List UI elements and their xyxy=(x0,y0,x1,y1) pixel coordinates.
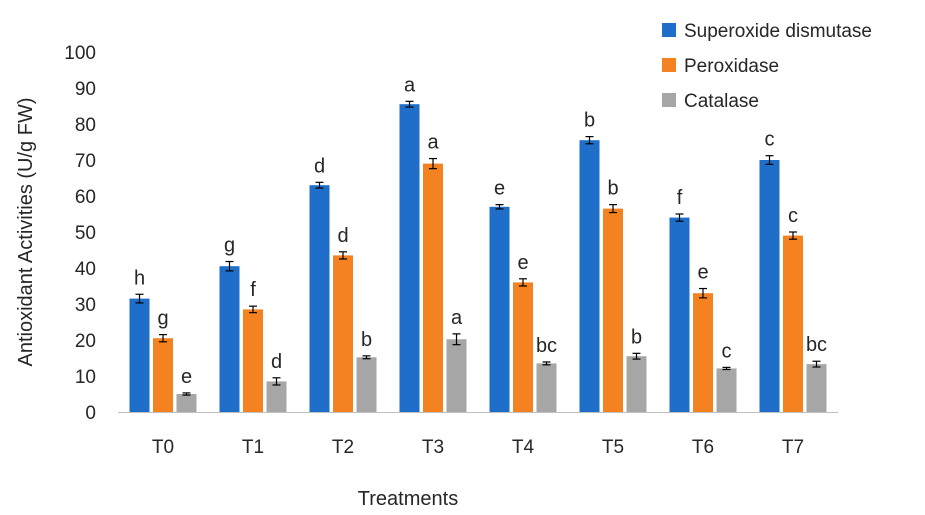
bar xyxy=(716,368,737,412)
y-tick-label: 0 xyxy=(85,403,96,424)
bar xyxy=(513,282,533,412)
x-tick-label: T3 xyxy=(422,437,444,458)
significance-letter: a xyxy=(451,307,463,329)
y-tick-label: 100 xyxy=(64,43,96,64)
bar xyxy=(579,140,600,412)
bar xyxy=(783,235,803,412)
y-axis-ticks: 0 10 20 30 40 50 60 70 80 90 100 xyxy=(64,43,96,424)
y-tick-label: 20 xyxy=(75,331,96,352)
significance-letter: b xyxy=(584,110,595,132)
significance-letter: e xyxy=(181,366,192,388)
legend-swatch xyxy=(662,93,676,107)
significance-letter: c xyxy=(722,340,732,362)
bar xyxy=(333,255,353,412)
legend-label: Peroxidase xyxy=(684,56,779,77)
significance-letter: e xyxy=(517,252,528,274)
bar xyxy=(489,206,510,412)
bar xyxy=(423,163,443,412)
significance-letter: d xyxy=(337,225,348,247)
y-tick-label: 50 xyxy=(75,223,96,244)
bar xyxy=(266,381,287,412)
x-axis-title: Treatments xyxy=(358,488,458,510)
x-tick-label: T1 xyxy=(242,437,264,458)
x-tick-label: T7 xyxy=(782,437,804,458)
legend-label: Catalase xyxy=(684,91,759,112)
bar xyxy=(693,293,713,412)
significance-letter: g xyxy=(224,235,235,257)
bar xyxy=(129,298,150,412)
y-tick-label: 80 xyxy=(75,115,96,136)
y-tick-label: 60 xyxy=(75,187,96,208)
y-tick-label: 90 xyxy=(75,79,96,100)
significance-letter: e xyxy=(494,178,505,200)
bar xyxy=(176,394,197,412)
significance-letter: c xyxy=(788,205,798,227)
significance-letter: a xyxy=(404,74,416,96)
legend-label: Superoxide dismutase xyxy=(684,21,872,42)
significance-letter: f xyxy=(250,279,256,301)
significance-letter: b xyxy=(631,326,642,348)
x-tick-label: T6 xyxy=(692,437,714,458)
x-tick-label: T0 xyxy=(152,437,174,458)
significance-letter: f xyxy=(677,187,683,209)
bar xyxy=(536,363,557,412)
bar xyxy=(759,160,780,412)
legend-swatch xyxy=(662,58,676,72)
x-tick-label: T2 xyxy=(332,437,354,458)
y-tick-label: 40 xyxy=(75,259,96,280)
bar xyxy=(806,364,827,412)
significance-letter: c xyxy=(765,129,775,151)
significance-letter: b xyxy=(607,178,618,200)
bar xyxy=(309,185,330,412)
bar xyxy=(626,356,647,412)
x-tick-label: T5 xyxy=(602,437,624,458)
bar xyxy=(446,339,467,412)
significance-letter: bc xyxy=(806,334,827,356)
bar xyxy=(219,266,240,412)
y-tick-label: 30 xyxy=(75,295,96,316)
x-tick-label: T4 xyxy=(512,437,535,458)
significance-letter: a xyxy=(427,132,439,154)
bar xyxy=(669,217,690,412)
significance-letter: d xyxy=(271,351,282,373)
bar xyxy=(356,357,377,412)
y-tick-label: 10 xyxy=(75,367,96,388)
significance-letter: b xyxy=(361,329,372,351)
legend: Superoxide dismutase Peroxidase Catalase xyxy=(662,21,872,112)
bar xyxy=(153,338,173,412)
significance-letter: h xyxy=(134,267,145,289)
bar xyxy=(603,208,623,412)
significance-letter: e xyxy=(697,262,708,284)
y-axis-title: Antioxidant Activities (U/g FW) xyxy=(15,98,37,367)
significance-letter: bc xyxy=(536,335,557,357)
bar xyxy=(243,309,263,412)
significance-letter: d xyxy=(314,155,325,177)
bar xyxy=(399,104,420,412)
x-axis-ticks: T0 T1 T2 T3 T4 T5 T6 T7 xyxy=(152,437,804,458)
legend-swatch xyxy=(662,23,676,37)
y-tick-label: 70 xyxy=(75,151,96,172)
significance-letter: g xyxy=(157,308,168,330)
